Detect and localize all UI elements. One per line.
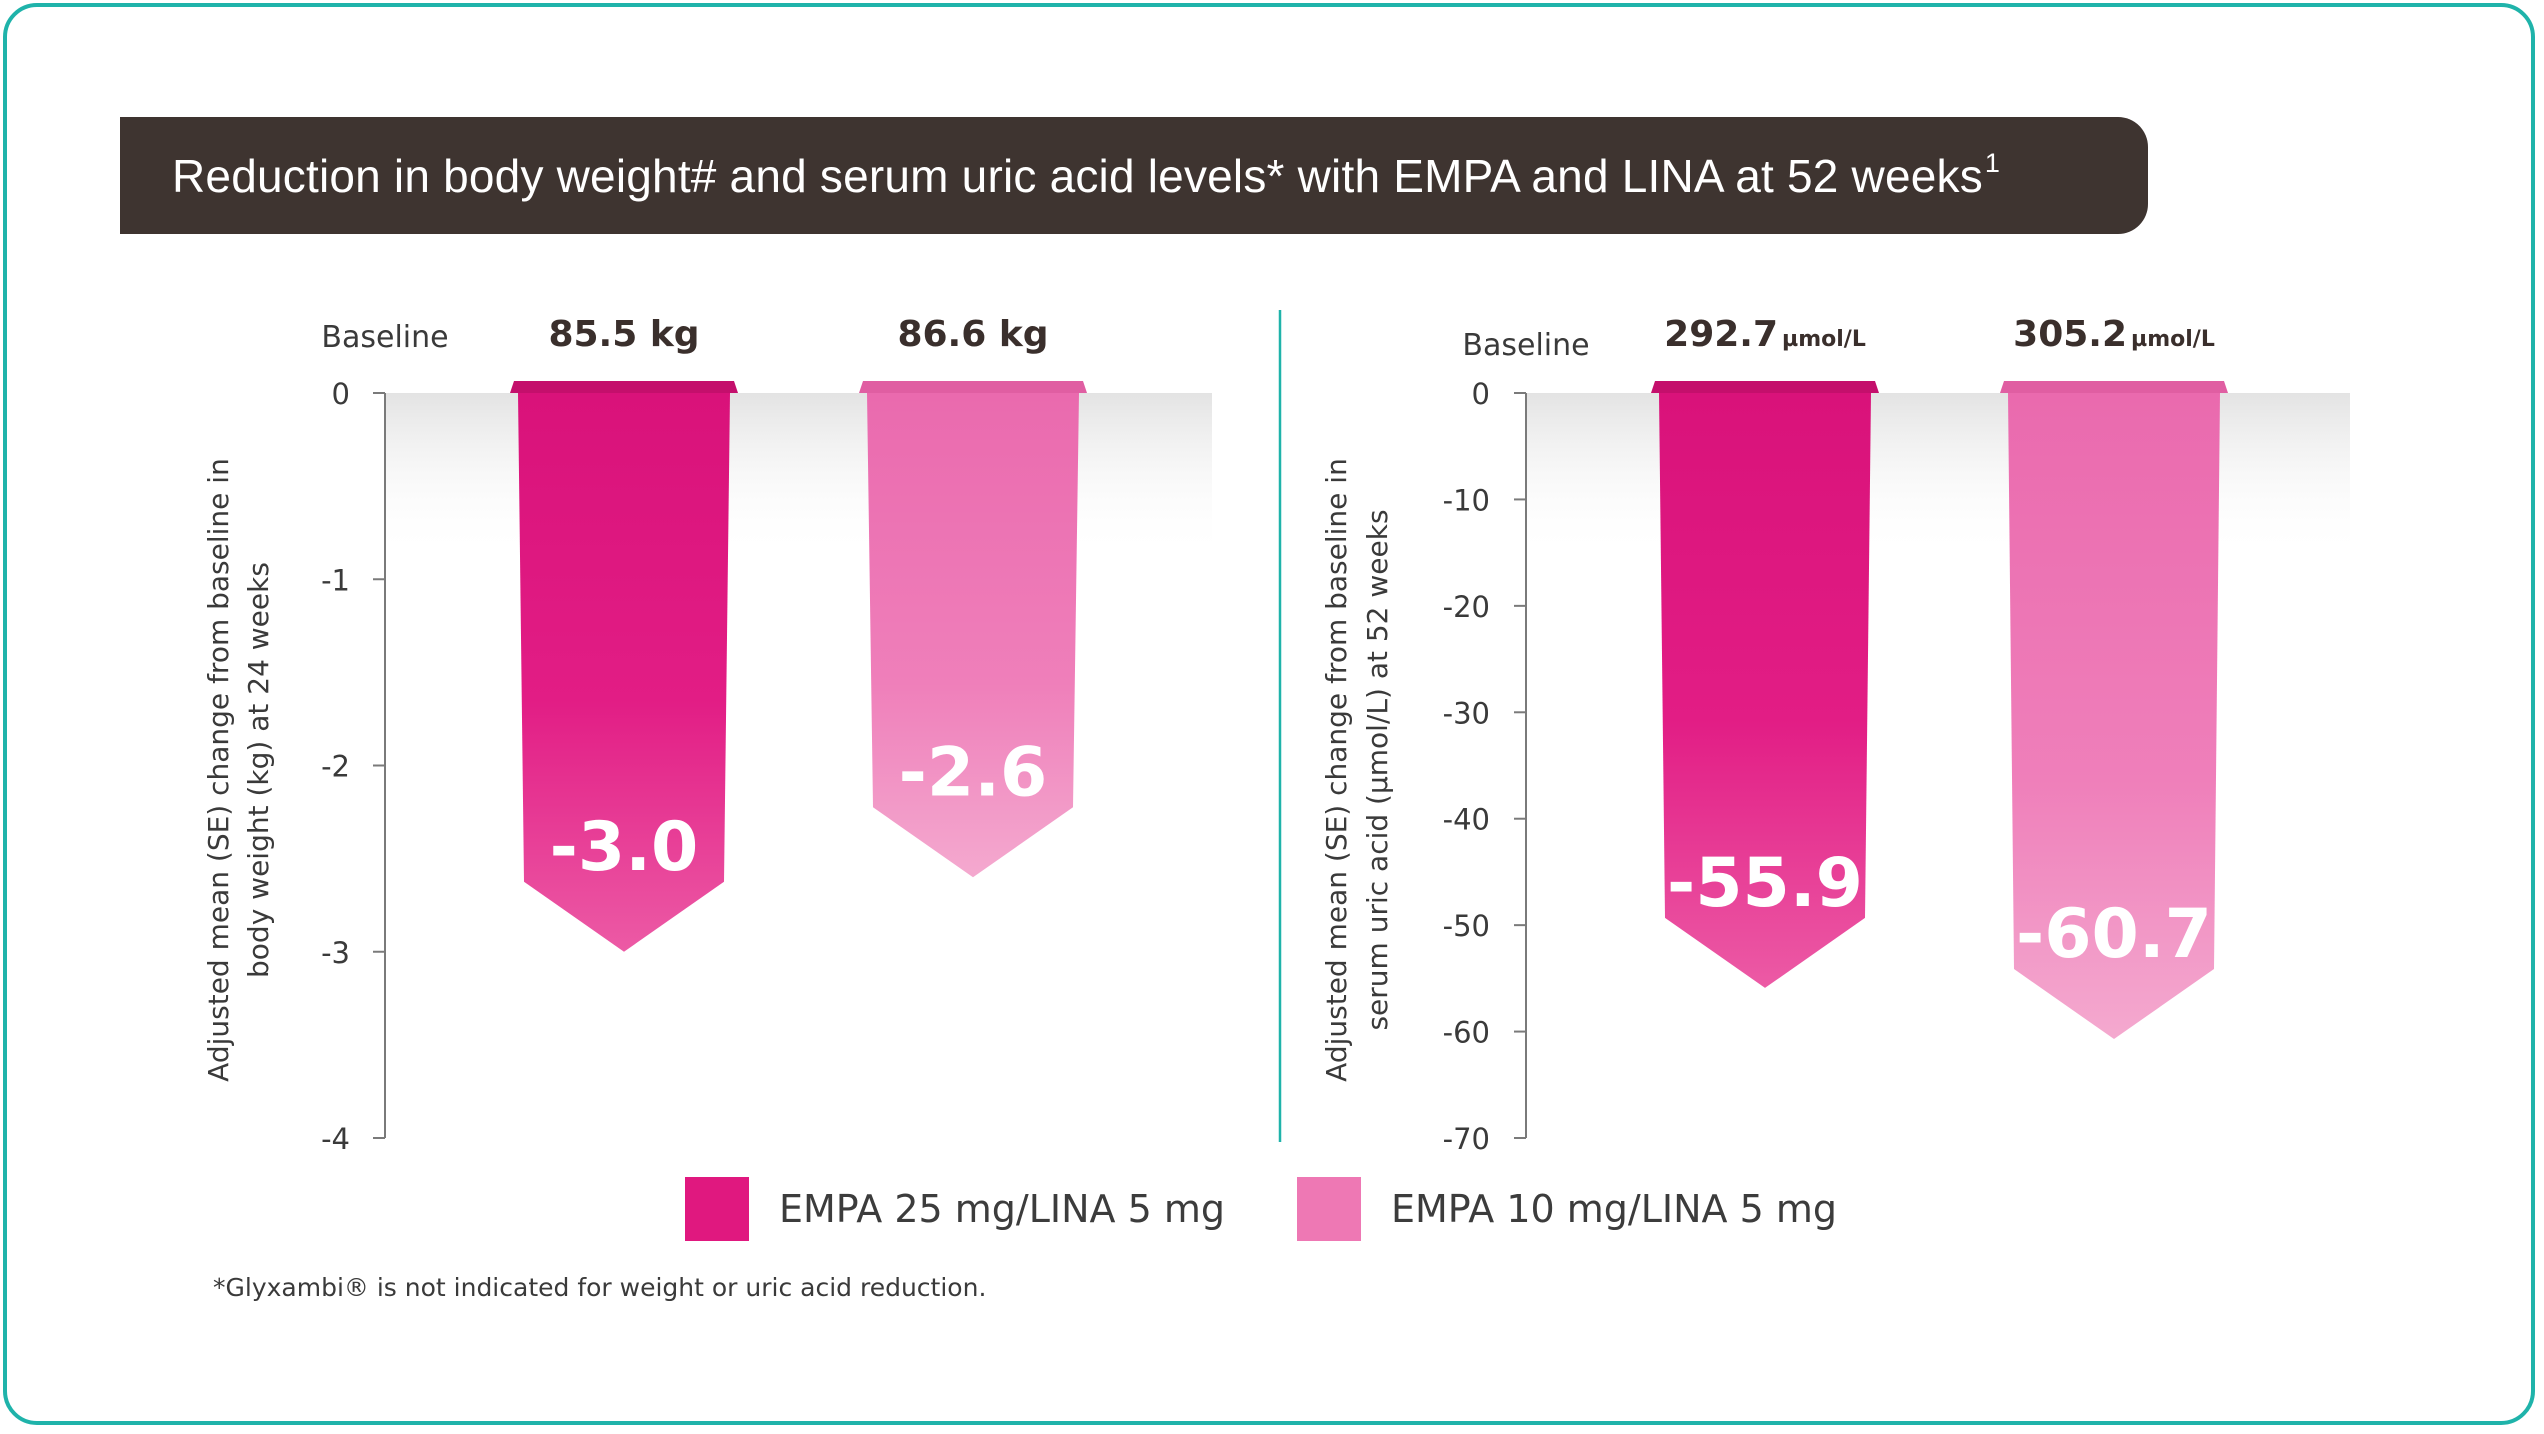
bar-group: -3.0 — [510, 381, 738, 952]
bar-group: -55.9 — [1651, 381, 1879, 988]
y-tick-label: 0 — [332, 377, 350, 411]
bar-group: -2.6 — [859, 381, 1087, 877]
plot-background — [385, 393, 1212, 558]
legend-label-empa25: EMPA 25 mg/LINA 5 mg — [779, 1187, 1225, 1231]
baseline-value: 85.5 kg — [548, 314, 699, 355]
legend: EMPA 25 mg/LINA 5 mg EMPA 10 mg/LINA 5 m… — [685, 1176, 1909, 1242]
chart-panel-1: 0 -1 -2 -3 -4 Adjusted mean (SE) change from … — [202, 314, 1212, 1156]
baseline-label: Baseline — [1462, 328, 1589, 363]
bar-cap — [1651, 381, 1879, 393]
y-tick-label: -50 — [1443, 909, 1490, 943]
y-tick-label: -70 — [1443, 1122, 1490, 1156]
legend-swatch-empa25 — [685, 1177, 749, 1241]
baseline-value-number: 85.5 — [548, 314, 637, 355]
bar-value-label: -55.9 — [1667, 844, 1863, 923]
legend-label-empa10: EMPA 10 mg/LINA 5 mg — [1391, 1187, 1837, 1231]
baseline-value: 292.7 µmol/L — [1664, 314, 1866, 355]
y-tick-label: -20 — [1443, 590, 1490, 624]
legend-item-empa10: EMPA 10 mg/LINA 5 mg — [1297, 1177, 1837, 1241]
baseline-value-number: 305.2 — [2013, 314, 2127, 355]
y-tick-label: -2 — [321, 750, 350, 784]
bar-value-label: -3.0 — [550, 808, 699, 887]
legend-item-empa25: EMPA 25 mg/LINA 5 mg — [685, 1177, 1225, 1241]
baseline-value-unit: kg — [986, 314, 1048, 355]
y-tick-label: -60 — [1443, 1016, 1490, 1050]
baseline-value-unit: µmol/L — [2131, 327, 2215, 352]
y-tick-label: -3 — [321, 936, 350, 970]
legend-swatch-empa10 — [1297, 1177, 1361, 1241]
bar-group: -60.7 — [2000, 381, 2228, 1039]
y-axis-label: serum uric acid (µmol/L) at 52 weeks — [1361, 509, 1394, 1030]
y-tick-label: -10 — [1443, 483, 1490, 517]
bar-cap — [510, 381, 738, 393]
y-axis-label: Adjusted mean (SE) change from baseline … — [202, 458, 235, 1082]
y-tick-label: -4 — [321, 1122, 350, 1156]
plot-background — [1526, 393, 2350, 558]
y-tick-label: -30 — [1443, 696, 1490, 730]
y-axis-label: body weight (kg) at 24 weeks — [242, 562, 275, 978]
bar-value-label: -2.6 — [899, 733, 1048, 812]
baseline-value: 305.2 µmol/L — [2013, 314, 2215, 355]
baseline-value-number: 292.7 — [1664, 314, 1778, 355]
chart-panel-2: 0 -10 -20 -30 -40 -50 -60 -70 Adjusted mean (SE)… — [1320, 314, 2350, 1156]
baseline-value-unit: µmol/L — [1782, 327, 1866, 352]
bar-value-label: -60.7 — [2016, 895, 2212, 974]
baseline-value-unit: kg — [637, 314, 699, 355]
bar-cap — [2000, 381, 2228, 393]
y-tick-label: -40 — [1443, 803, 1490, 837]
y-tick-label: -1 — [321, 563, 350, 597]
bar-cap — [859, 381, 1087, 393]
baseline-label: Baseline — [321, 320, 448, 355]
y-tick-label: 0 — [1472, 377, 1490, 411]
baseline-value: 86.6 kg — [897, 314, 1048, 355]
y-axis-label: Adjusted mean (SE) change from baseline … — [1320, 458, 1353, 1082]
baseline-value-number: 86.6 — [897, 314, 986, 355]
footnote: *Glyxambi® is not indicated for weight o… — [213, 1273, 986, 1302]
